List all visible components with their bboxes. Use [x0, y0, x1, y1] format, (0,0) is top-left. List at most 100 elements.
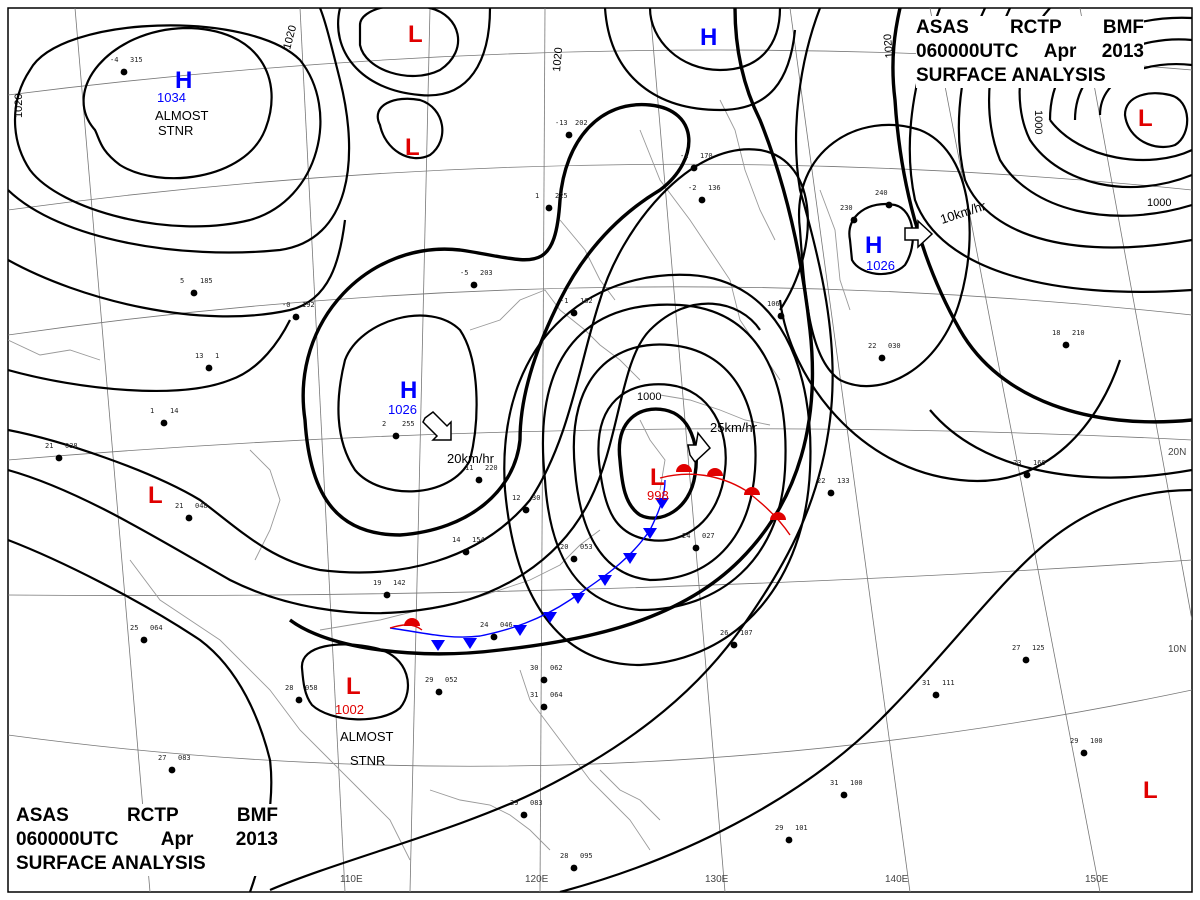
station-temp: -13: [555, 119, 568, 127]
high-center-value: 1026: [388, 402, 417, 417]
station-temp: 24: [480, 621, 488, 629]
station-circle-icon: [692, 544, 700, 552]
station-temp: 14: [452, 536, 460, 544]
station-temp: 19: [373, 579, 381, 587]
station-temp: 18: [1052, 329, 1060, 337]
station-plot: 31 064: [530, 691, 563, 711]
station-plot: 240: [875, 189, 893, 209]
station-temp: 24: [682, 532, 690, 540]
station-circle-icon: [475, 476, 483, 484]
station-circle-icon: [120, 68, 128, 76]
station-temp: 29: [1070, 737, 1078, 745]
station-pressure: 162: [580, 297, 593, 305]
station-plot: 29 052: [425, 676, 458, 696]
isobar-label: 1020: [551, 47, 565, 72]
station-circle-icon: [160, 419, 168, 427]
station-circle-icon: [140, 636, 148, 644]
station-plot: 30 062: [530, 664, 563, 684]
station-plot: -13 202: [555, 119, 588, 139]
station-temp: 23: [1013, 459, 1021, 467]
isobar-label: 1000: [1147, 197, 1171, 209]
station-plot: 18 210: [1052, 329, 1085, 349]
station-circle-icon: [205, 364, 213, 372]
station-temp: 31: [530, 691, 538, 699]
center-note: STNR: [350, 753, 385, 768]
header-word: ASAS: [916, 17, 969, 38]
station-temp: 22: [868, 342, 876, 350]
header-title: SURFACE ANALYSIS: [16, 853, 206, 874]
station-temp: 21: [175, 502, 183, 510]
station-circle-icon: [570, 864, 578, 872]
station-circle-icon: [462, 548, 470, 556]
station-plot: -0 192: [282, 301, 315, 321]
station-temp: 20: [560, 543, 568, 551]
station-circle-icon: [470, 281, 478, 289]
station-circle-icon: [55, 454, 63, 462]
station-circle-icon: [168, 766, 176, 774]
station-pressure: 052: [445, 676, 458, 684]
header-word: BMF: [1102, 17, 1144, 38]
warm-front-semicircle-icon: [744, 487, 760, 495]
station-pressure: 142: [393, 579, 406, 587]
station-circle-icon: [1023, 471, 1031, 479]
station-plot: 24 046: [480, 621, 513, 641]
station-circle-icon: [840, 791, 848, 799]
station-pressure: 192: [302, 301, 315, 309]
header-word: 060000UTC: [16, 829, 119, 850]
station-circle-icon: [850, 216, 858, 224]
station-pressure: 154: [472, 536, 485, 544]
motion-label: 10km/hr: [938, 198, 988, 227]
station-plot: 12 30: [512, 494, 540, 514]
station-pressure: 170: [700, 152, 713, 160]
station-circle-icon: [698, 196, 706, 204]
station-temp: 29: [775, 824, 783, 832]
station-plot: 31 111: [922, 679, 955, 699]
lon-label: 140E: [885, 874, 909, 885]
station-temp: 5: [180, 277, 184, 285]
cold-front-triangle-icon: [431, 640, 445, 651]
warm-front-semicircle-icon: [404, 618, 420, 626]
station-plot: 5 185: [180, 277, 213, 297]
station-plot: 22 133: [817, 477, 850, 497]
center-note: STNR: [158, 123, 193, 138]
low-center: L: [1138, 105, 1153, 132]
station-pressure: 101: [795, 824, 808, 832]
header-word: ASAS: [16, 805, 69, 826]
station-temp: 1: [150, 407, 154, 415]
cold-front-triangle-icon: [643, 528, 657, 539]
low-center: L: [148, 482, 163, 509]
header-line: SURFACE ANALYSIS: [916, 64, 1144, 88]
header-line: SURFACE ANALYSIS: [16, 852, 278, 876]
station-temp: -4: [110, 56, 118, 64]
station-pressure: 136: [708, 184, 721, 192]
header-top: ASAS RCTP BMF 060000UTC Apr 2013 SURFACE…: [916, 16, 1144, 88]
motion-arrow-icon: [904, 219, 934, 249]
station-temp: 2: [382, 420, 386, 428]
lon-label: 120E: [525, 874, 549, 885]
header-line: 060000UTC Apr 2013: [16, 828, 278, 852]
header-word: RCTP: [1009, 17, 1062, 38]
station-pressure: 315: [130, 56, 143, 64]
station-circle-icon: [490, 633, 498, 641]
header-word: Apr: [1043, 41, 1077, 62]
station-temp: 25: [130, 624, 138, 632]
station-pressure: 062: [550, 664, 563, 672]
station-pressure: 125: [1032, 644, 1045, 652]
station-pressure: 046: [500, 621, 513, 629]
station-temp: 31: [922, 679, 930, 687]
station-pressure: 100: [1090, 737, 1103, 745]
lon-label: 130E: [705, 874, 729, 885]
warm-front-semicircle-icon: [676, 464, 692, 472]
isobar-label: 1000: [1032, 110, 1044, 134]
motion-label: 20km/hr: [447, 451, 495, 466]
station-pressure: 111: [942, 679, 955, 687]
station-pressure: 100: [850, 779, 863, 787]
station-plot: 22 030: [868, 342, 901, 362]
station-pressure: 030: [888, 342, 901, 350]
station-plot: 27 125: [1012, 644, 1045, 664]
station-circle-icon: [522, 506, 530, 514]
station-plot: 29 083: [510, 799, 543, 819]
lon-label: 150E: [1085, 874, 1109, 885]
station-temp: 29: [510, 799, 518, 807]
station-temp: 240: [875, 189, 888, 197]
